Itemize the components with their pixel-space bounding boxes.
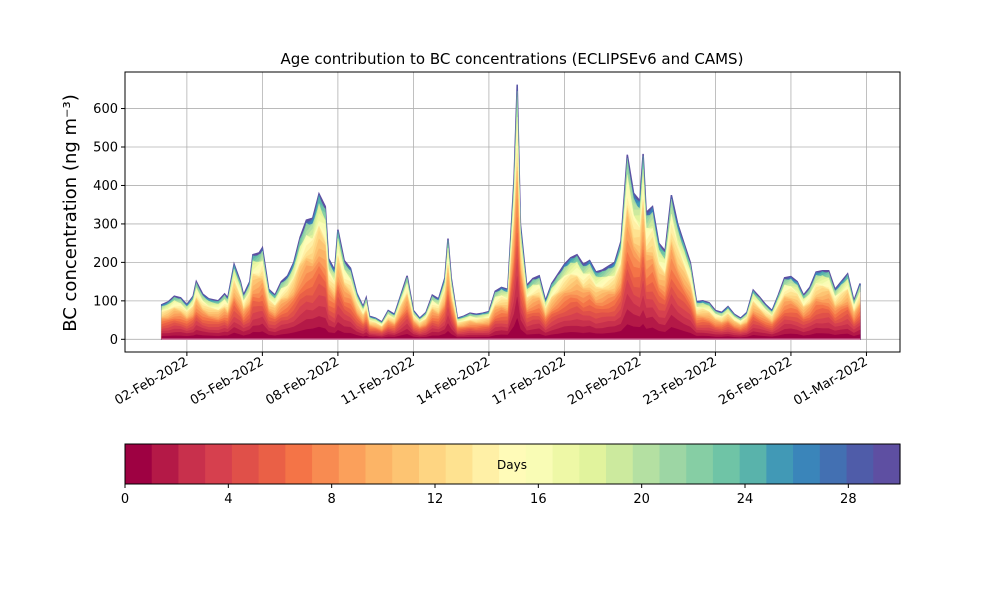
area-layers [160, 84, 861, 341]
colorbar-tick-label: 28 [840, 492, 857, 507]
colorbar-segment [178, 444, 206, 484]
colorbar-tick-label: 24 [737, 492, 754, 507]
colorbar-segment [418, 444, 447, 484]
y-tick-label: 500 [93, 141, 118, 156]
age-band-area-3 [161, 276, 861, 340]
colorbar-segment [472, 444, 500, 484]
x-tick-label: 20-Feb-2022 [565, 354, 644, 408]
colorbar: 0 4 8 12 16 20 24 28 [121, 443, 901, 507]
y-tick-label: 600 [93, 102, 118, 117]
colorbar-segment [659, 444, 687, 484]
x-tick-label: 23-Feb-2022 [641, 354, 720, 408]
colorbar-tick-label: 0 [121, 492, 129, 507]
colorbar-segment [632, 444, 661, 484]
colorbar-segment [445, 444, 474, 484]
y-tick-label: 100 [93, 294, 118, 309]
colorbar-segment [846, 444, 874, 484]
chart-title: Age contribution to BC concentrations (E… [281, 50, 744, 68]
colorbar-segment [338, 444, 367, 484]
colorbar-tick-label: 12 [427, 492, 444, 507]
colorbar-segment [819, 444, 848, 484]
colorbar-segment [793, 444, 821, 484]
colorbar-segment [125, 444, 153, 484]
y-tick-label: 200 [93, 256, 118, 271]
colorbar-segment [365, 444, 393, 484]
colorbar-label: Days [497, 458, 527, 472]
age-band-area-2 [161, 296, 861, 340]
colorbar-tick-label: 4 [224, 492, 232, 507]
colorbar-segment [606, 444, 634, 484]
y-ticks: 0 100 200 300 400 500 600 [93, 102, 125, 348]
colorbar-segment [525, 444, 554, 484]
colorbar-segment [312, 444, 340, 484]
colorbar-segment [739, 444, 767, 484]
y-axis-label: BC concentration (ng m⁻³) [60, 94, 81, 332]
x-tick-label: 17-Feb-2022 [490, 354, 569, 408]
y-tick-label: 400 [93, 179, 118, 194]
colorbar-segment [285, 444, 313, 484]
age-band-area-1 [161, 317, 861, 340]
plot-frame [124, 71, 901, 353]
colorbar-segment [205, 444, 233, 484]
x-ticks: 02-Feb-202205-Feb-202208-Feb-202211-Feb-… [112, 352, 870, 409]
x-tick-label: 26-Feb-2022 [716, 354, 795, 408]
colorbar-segment [499, 444, 527, 484]
colorbar-segment [579, 444, 607, 484]
colorbar-segment [712, 444, 741, 484]
colorbar-segment [151, 444, 180, 484]
colorbar-segment [231, 444, 260, 484]
x-tick-label: 05-Feb-2022 [188, 354, 267, 408]
colorbar-segment [258, 444, 286, 484]
x-tick-label: 14-Feb-2022 [414, 354, 493, 408]
colorbar-tick-label: 20 [633, 492, 650, 507]
y-tick-label: 300 [93, 217, 118, 232]
colorbar-segment [552, 444, 580, 484]
colorbar-frame [124, 443, 901, 485]
x-tick-label: 08-Feb-2022 [263, 354, 342, 408]
colorbar-segment [686, 444, 714, 484]
colorbar-segment [392, 444, 420, 484]
x-tick-label: 02-Feb-2022 [112, 354, 191, 408]
x-tick-label: 11-Feb-2022 [339, 354, 418, 408]
y-tick-label: 0 [110, 333, 118, 348]
colorbar-tick-label: 8 [328, 492, 336, 507]
colorbar-segment [766, 444, 794, 484]
colorbar-tick-label: 16 [530, 492, 547, 507]
colorbar-segment [873, 444, 901, 484]
x-tick-label: 01-Mar-2022 [791, 354, 870, 408]
